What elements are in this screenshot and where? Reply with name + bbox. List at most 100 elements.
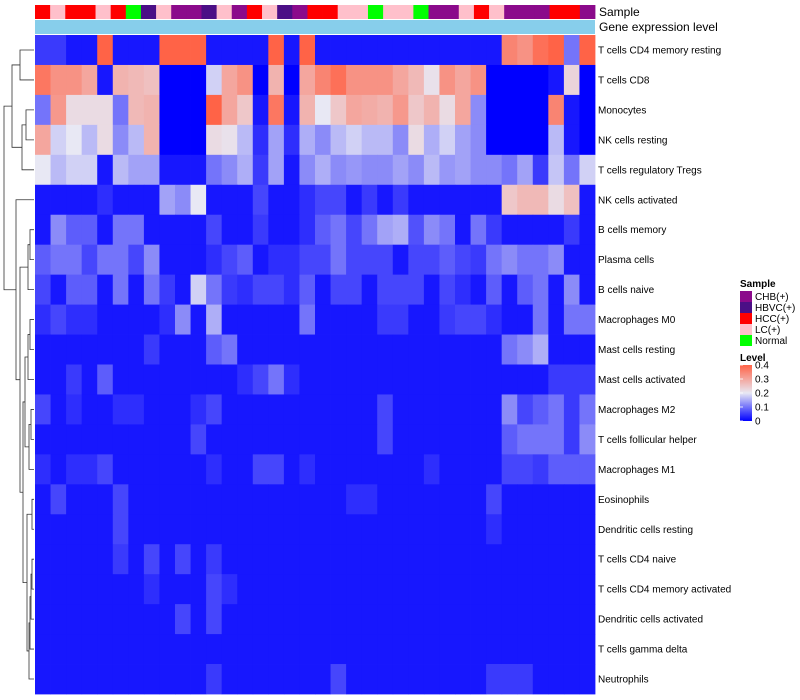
heatmap-cell — [175, 124, 191, 156]
heatmap-cell — [35, 94, 51, 126]
heatmap-cell — [377, 124, 394, 156]
heatmap-cell — [501, 454, 518, 485]
heatmap-cell — [330, 124, 347, 156]
sample-legend-label: HCC(+) — [755, 314, 789, 325]
heatmap-cell — [346, 184, 363, 216]
heatmap-cell — [470, 304, 487, 335]
heatmap-cell — [66, 634, 83, 665]
row-label: T cells CD4 memory activated — [598, 585, 731, 596]
heatmap-cell — [252, 574, 269, 605]
sample-cell-CHB(+) — [579, 5, 596, 19]
row-label: Macrophages M2 — [598, 405, 676, 416]
heatmap-cell — [159, 304, 176, 335]
heatmap-cell — [221, 184, 238, 216]
heatmap-cell — [470, 664, 487, 695]
heatmap-cell — [268, 634, 285, 665]
heatmap-cell — [143, 664, 160, 695]
heatmap-cell — [299, 574, 316, 605]
heatmap-cell — [563, 35, 580, 66]
heatmap-cell — [330, 574, 347, 605]
heatmap-cell — [330, 364, 347, 395]
heatmap-cell — [392, 514, 409, 545]
heatmap-cell — [206, 454, 223, 485]
heatmap-cell — [206, 124, 223, 156]
heatmap-cell — [563, 544, 580, 575]
heatmap-cell — [221, 154, 238, 186]
heatmap-cell — [563, 394, 580, 425]
heatmap-cell — [143, 94, 160, 126]
heatmap-cell — [330, 394, 347, 425]
heatmap-cell — [159, 184, 176, 216]
heatmap-cell — [66, 184, 83, 216]
heatmap-cell — [97, 94, 114, 126]
heatmap-cell — [159, 124, 176, 156]
heatmap-cell — [237, 154, 254, 186]
heatmap-cell — [221, 454, 238, 485]
heatmap-cell — [112, 35, 129, 66]
heatmap-cell — [237, 214, 254, 246]
heatmap-cell — [299, 214, 316, 246]
heatmap-cell — [299, 124, 316, 156]
heatmap-cell — [315, 544, 331, 575]
heatmap-cell — [346, 64, 363, 96]
heatmap-cell — [346, 514, 363, 545]
heatmap-cell — [66, 604, 83, 635]
heatmap-cell — [315, 35, 331, 66]
heatmap-cell — [128, 574, 145, 605]
heatmap-cell — [501, 334, 518, 365]
heatmap-cell — [315, 304, 331, 335]
heatmap-cell — [35, 244, 51, 276]
dendrogram-branch — [30, 573, 34, 620]
heatmap-cell — [299, 394, 316, 425]
sample-cell-HCC(+) — [80, 5, 96, 19]
heatmap-cell — [35, 514, 51, 545]
heatmap-cell — [97, 604, 114, 635]
heatmap-cell — [112, 394, 129, 425]
heatmap-cell — [35, 634, 51, 665]
heatmap-cell — [517, 544, 534, 575]
heatmap-cell — [66, 664, 83, 695]
heatmap-cell — [221, 484, 238, 515]
heatmap-cell — [283, 154, 300, 186]
heatmap-cell — [35, 454, 51, 485]
heatmap-cell — [501, 184, 518, 216]
heatmap-cell — [346, 364, 363, 395]
heatmap-cell — [299, 364, 316, 395]
row-labels: T cells CD4 memory resting T cells CD8 Mon… — [598, 45, 731, 685]
heatmap-cell — [455, 424, 471, 455]
heatmap-cell — [315, 334, 331, 365]
heatmap-cell — [35, 604, 51, 635]
heatmap-cell — [563, 304, 580, 335]
heatmap-cell — [299, 274, 316, 305]
sample-cell-LC(+) — [352, 5, 369, 19]
heatmap-cell — [283, 424, 300, 455]
heatmap-cell — [563, 184, 580, 216]
heatmap-cell — [330, 544, 347, 575]
heatmap-cell — [35, 484, 51, 515]
heatmap-cell — [501, 154, 518, 186]
heatmap-cell — [112, 574, 129, 605]
heatmap-cell — [408, 634, 425, 665]
heatmap-cell — [315, 664, 331, 695]
heatmap-cell — [563, 664, 580, 695]
heatmap-cell — [283, 604, 300, 635]
heatmap-cell — [221, 64, 238, 96]
heatmap-cell — [532, 634, 549, 665]
heatmap-cell — [50, 334, 67, 365]
heatmap-cell — [97, 424, 114, 455]
heatmap-cell — [159, 484, 176, 515]
heatmap-cell — [299, 424, 316, 455]
heatmap-cell — [50, 35, 67, 66]
heatmap-cell — [579, 364, 596, 395]
heatmap-cell — [97, 124, 114, 156]
heatmap-cell — [190, 394, 207, 425]
heatmap-cell — [97, 184, 114, 216]
heatmap-cell — [299, 454, 316, 485]
heatmap-cell — [439, 64, 456, 96]
heatmap-cell — [455, 154, 471, 186]
heatmap-cell — [563, 334, 580, 365]
gene-expression-level-bar — [35, 20, 595, 34]
heatmap-cell — [455, 184, 471, 216]
heatmap-cell — [299, 334, 316, 365]
heatmap-cell — [237, 35, 254, 66]
